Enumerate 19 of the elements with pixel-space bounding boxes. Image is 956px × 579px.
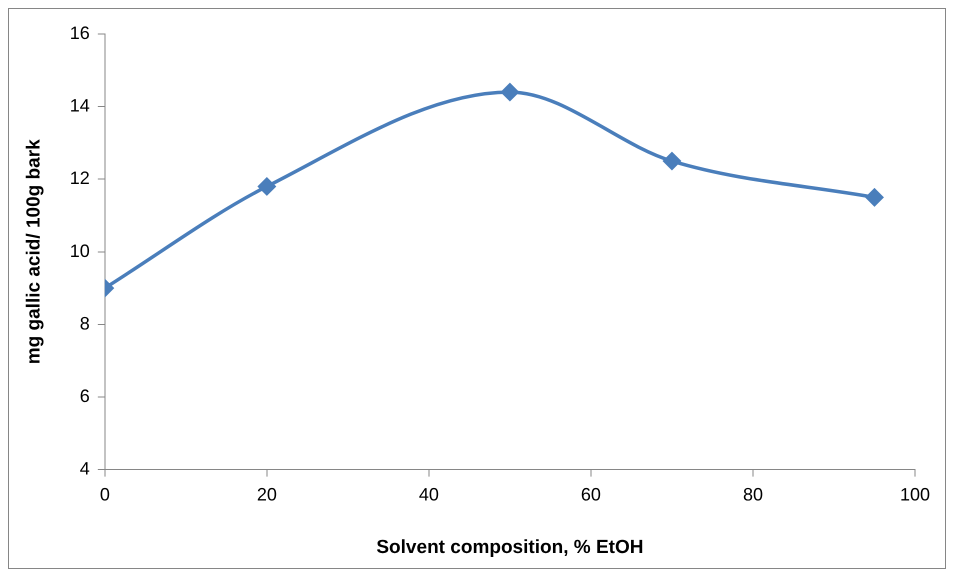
x-tick-label: 80 (742, 484, 763, 504)
x-tick-label: 0 (100, 484, 110, 504)
y-axis-title: mg gallic acid/ 100g bark (24, 138, 45, 364)
y-tick-label: 8 (80, 313, 90, 334)
x-tick-label: 60 (580, 484, 601, 504)
y-tick-label: 14 (70, 96, 90, 116)
y-tick-label: 6 (80, 386, 90, 406)
point (663, 152, 681, 170)
y-tick-label: 16 (70, 22, 90, 43)
point (866, 188, 884, 206)
point (258, 178, 276, 196)
point (501, 83, 519, 101)
x-tick-label: 40 (418, 484, 439, 504)
x-tick-label: 20 (256, 484, 277, 504)
y-tick-label: 12 (70, 168, 90, 188)
y-tick-label: 4 (80, 458, 90, 479)
y-tick-label: 10 (70, 240, 90, 261)
x-tick-label: 100 (900, 484, 930, 504)
x-axis-title: Solvent composition, % EtOH (376, 536, 644, 558)
